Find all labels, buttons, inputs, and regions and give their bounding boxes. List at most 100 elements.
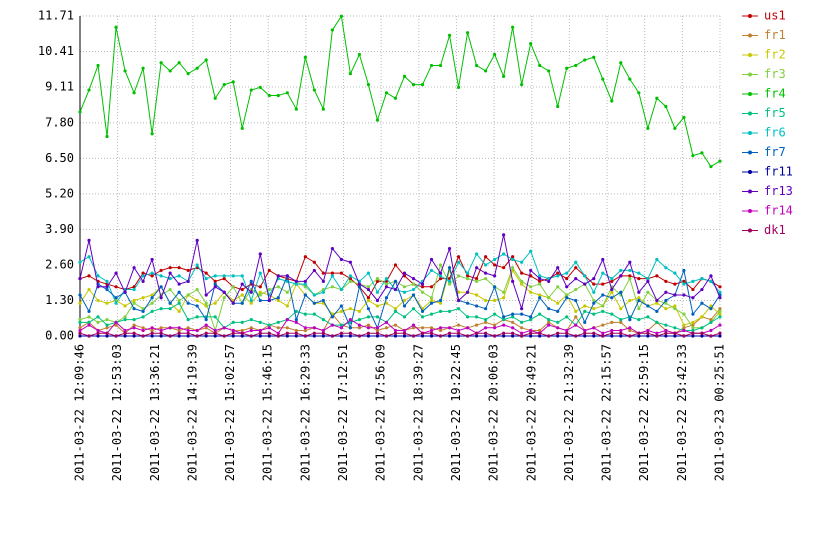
data-point [411, 293, 416, 297]
data-point [502, 315, 506, 319]
data-point [231, 80, 235, 84]
data-point [619, 318, 623, 322]
data-point [429, 298, 434, 303]
data-point [691, 334, 695, 338]
data-point [691, 328, 695, 333]
data-point [348, 318, 353, 322]
data-point [348, 72, 353, 76]
data-point [177, 290, 181, 294]
data-point [637, 277, 641, 281]
data-point [249, 88, 253, 92]
data-point [709, 307, 713, 311]
data-point [565, 285, 569, 289]
data-point [168, 301, 172, 305]
data-point [285, 304, 289, 308]
data-point [384, 320, 389, 324]
data-point [402, 271, 407, 275]
data-point [222, 296, 226, 300]
data-point [78, 293, 82, 297]
data-point [105, 287, 109, 292]
data-point [438, 334, 443, 338]
data-point [312, 301, 316, 305]
data-point [493, 263, 497, 267]
data-point [429, 331, 434, 335]
data-point [538, 328, 542, 333]
data-point [330, 271, 334, 275]
data-point [204, 334, 208, 338]
data-point [709, 164, 713, 169]
data-point [96, 315, 100, 319]
data-point [664, 307, 668, 311]
data-point [511, 266, 515, 270]
data-point [637, 307, 641, 311]
data-point [565, 331, 569, 335]
legend-label: fr3 [764, 67, 786, 81]
x-tick-label: 2011-03-22 12:09:46 [73, 344, 87, 481]
data-point [574, 298, 578, 303]
data-point [168, 266, 172, 270]
data-point [384, 334, 389, 338]
data-point [547, 279, 551, 283]
data-point [384, 91, 389, 95]
data-point [177, 309, 181, 314]
data-point [159, 285, 163, 289]
data-point [78, 318, 82, 322]
data-point [556, 266, 560, 270]
data-point [646, 277, 650, 281]
data-point [556, 104, 560, 109]
y-tick-label: 7.80 [45, 115, 74, 129]
data-point [628, 334, 632, 338]
data-point [556, 334, 560, 338]
data-point [502, 296, 506, 300]
data-point [276, 331, 280, 335]
data-point [114, 320, 118, 324]
data-point [222, 326, 226, 330]
data-point [177, 298, 181, 303]
data-point [78, 110, 82, 114]
data-point [294, 309, 298, 314]
data-point [366, 298, 371, 303]
data-point [700, 287, 704, 292]
data-point [375, 334, 380, 338]
data-point [393, 331, 398, 335]
data-point [105, 285, 109, 289]
data-point [267, 287, 271, 292]
data-point [231, 334, 235, 338]
data-point [646, 334, 650, 338]
data-point [619, 328, 623, 333]
data-point [664, 266, 668, 270]
data-point [447, 279, 452, 283]
data-point [502, 323, 506, 327]
data-point [258, 331, 262, 335]
data-point [664, 298, 668, 303]
data-point [447, 309, 452, 314]
data-point [195, 328, 199, 333]
data-point [529, 42, 533, 46]
data-point [465, 274, 470, 278]
data-point [312, 268, 316, 273]
data-point [402, 74, 407, 78]
data-point [141, 274, 145, 278]
data-point [348, 334, 353, 338]
data-point [132, 331, 136, 335]
data-point [276, 296, 280, 300]
data-point [132, 318, 136, 322]
x-tick-label: 2011-03-22 17:56:09 [374, 344, 388, 481]
data-point [682, 268, 686, 273]
data-point [664, 301, 668, 305]
data-point [592, 326, 596, 330]
data-point [141, 279, 145, 283]
data-point [105, 318, 109, 322]
data-point [565, 66, 569, 70]
data-point [159, 268, 163, 273]
data-point [411, 334, 416, 338]
data-point [673, 326, 677, 330]
data-point [96, 331, 100, 335]
data-point [411, 323, 416, 327]
data-point [502, 252, 506, 256]
data-point [456, 274, 461, 278]
data-point [484, 307, 488, 311]
series-line [79, 234, 721, 311]
data-point [375, 331, 380, 335]
data-point [249, 318, 253, 322]
